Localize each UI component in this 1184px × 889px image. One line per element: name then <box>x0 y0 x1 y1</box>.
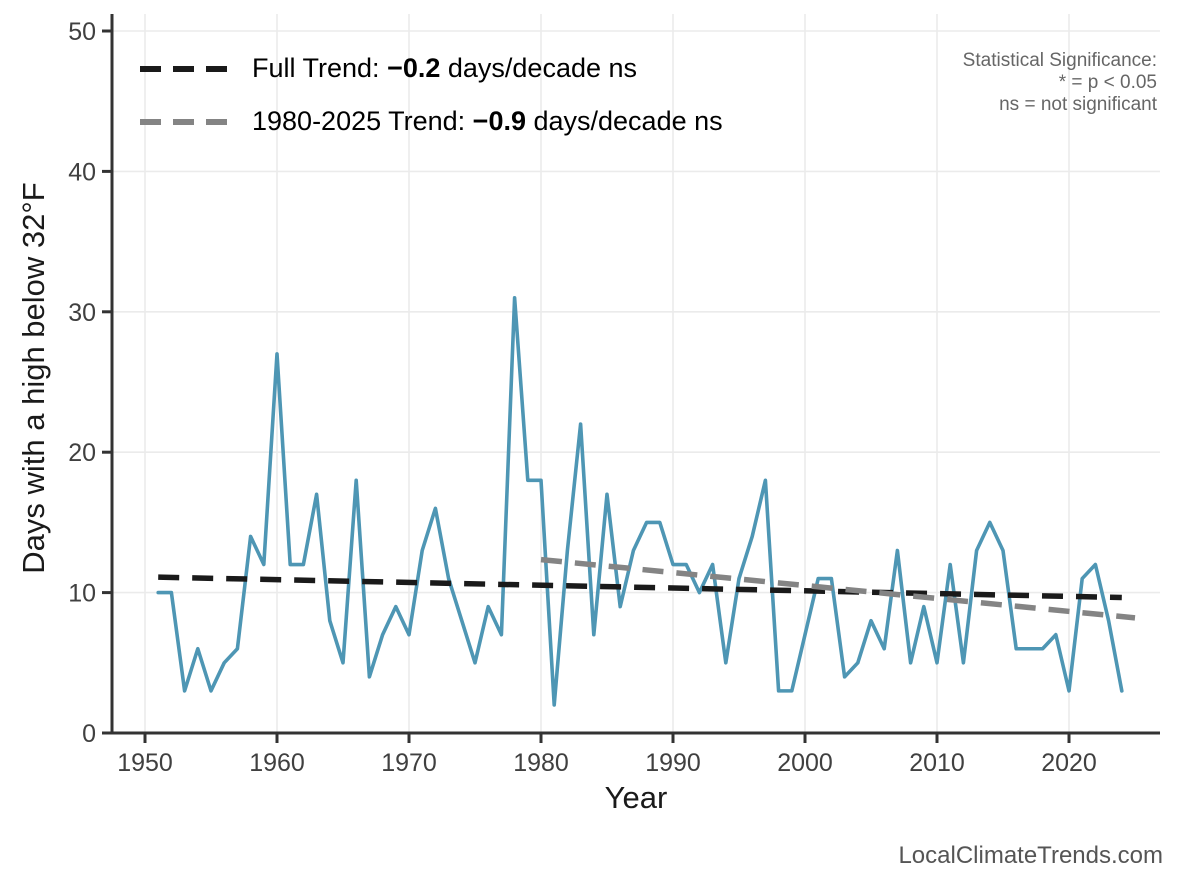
x-tick-label: 1970 <box>381 749 437 777</box>
legend-recent-trend-prefix: 1980-2025 Trend: <box>252 106 473 136</box>
legend-full-trend-suffix: days/decade ns <box>440 53 638 83</box>
recent-trend-dash-swatch <box>140 118 228 125</box>
chart-legend: Full Trend: −0.2 days/decade ns 1980-202… <box>140 42 723 148</box>
x-tick-label: 1950 <box>117 749 173 777</box>
legend-full-trend-prefix: Full Trend: <box>252 53 388 83</box>
y-tick-label: 50 <box>68 18 96 46</box>
trend-line-full <box>158 574 1122 601</box>
y-tick-label: 0 <box>82 720 96 748</box>
legend-label-1980-2025-trend: 1980-2025 Trend: −0.9 days/decade ns <box>252 106 723 137</box>
y-tick-label: 40 <box>68 158 96 186</box>
y-tick-label: 20 <box>68 439 96 467</box>
x-tick-label: 1960 <box>249 749 305 777</box>
x-tick-label: 1980 <box>513 749 569 777</box>
full-trend-dash-swatch <box>140 65 228 72</box>
y-axis-title: Days with a high below 32°F <box>16 182 51 574</box>
x-axis-title: Year <box>604 780 668 815</box>
legend-recent-trend-suffix: days/decade ns <box>525 106 723 136</box>
y-tick-label: 30 <box>68 299 96 327</box>
significance-note-line1: Statistical Significance: <box>962 50 1157 71</box>
significance-note-line3: ns = not significant <box>999 94 1157 115</box>
legend-recent-trend-value: −0.9 <box>472 106 526 136</box>
legend-label-full-trend: Full Trend: −0.2 days/decade ns <box>252 53 637 84</box>
data-line-days-below-32F <box>156 295 1124 707</box>
legend-item-full-trend: Full Trend: −0.2 days/decade ns <box>140 42 723 95</box>
x-tick-label: 2020 <box>1041 749 1097 777</box>
legend-full-trend-value: −0.2 <box>387 53 441 83</box>
x-tick-label: 2010 <box>909 749 965 777</box>
significance-note-line2: * = p < 0.05 <box>1058 72 1157 93</box>
y-tick-label: 10 <box>68 580 96 608</box>
significance-note: Statistical Significance: * = p < 0.05 n… <box>963 50 1157 116</box>
x-tick-label: 2000 <box>777 749 833 777</box>
x-tick-label: 1990 <box>645 749 701 777</box>
watermark: LocalClimateTrends.com <box>898 842 1163 869</box>
legend-item-1980-2025-trend: 1980-2025 Trend: −0.9 days/decade ns <box>140 95 723 148</box>
